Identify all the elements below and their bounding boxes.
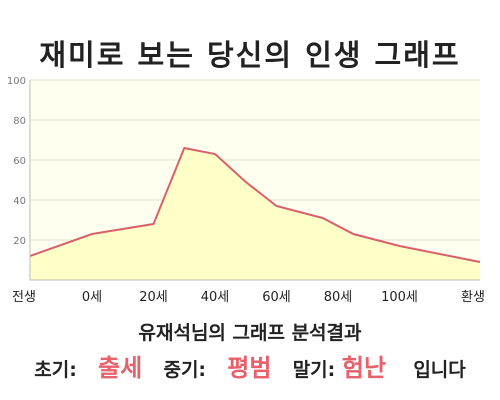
analysis-subtitle: 유재석님의 그래프 분석결과 (138, 322, 362, 344)
mid-label: 중기: (163, 359, 207, 381)
chart-title: 재미로 보는 당신의 인생 그래프 (39, 38, 461, 72)
area-fill (30, 148, 480, 280)
x-tick-label-0: 전생 (12, 290, 36, 305)
x-tick-label-7: 환생 (461, 290, 485, 305)
x-tick-label-2: 20세 (139, 290, 168, 305)
y-tick-label: 20 (13, 236, 26, 247)
y-tick-label: 100 (7, 76, 26, 87)
mid-value: 평범 (227, 354, 272, 382)
y-tick-label: 40 (13, 196, 26, 207)
early-label: 초기: (34, 359, 77, 381)
x-tick-label-3: 40세 (201, 290, 230, 305)
analysis-summary: 초기: 출세 중기: 평범 말기: 험난 입니다 (0, 348, 500, 383)
y-tick-label: 80 (13, 116, 26, 127)
early-value: 출세 (98, 354, 143, 382)
x-tick-label-1: 0세 (82, 290, 102, 305)
x-tick-label-4: 60세 (262, 290, 291, 305)
ending-text: 입니다 (413, 359, 466, 381)
x-tick-label-5: 80세 (324, 290, 353, 305)
late-label: 말기: (292, 359, 336, 381)
x-tick-label-6: 100세 (381, 290, 418, 305)
y-tick-label: 60 (13, 156, 26, 167)
late-value: 험난 (341, 354, 387, 382)
